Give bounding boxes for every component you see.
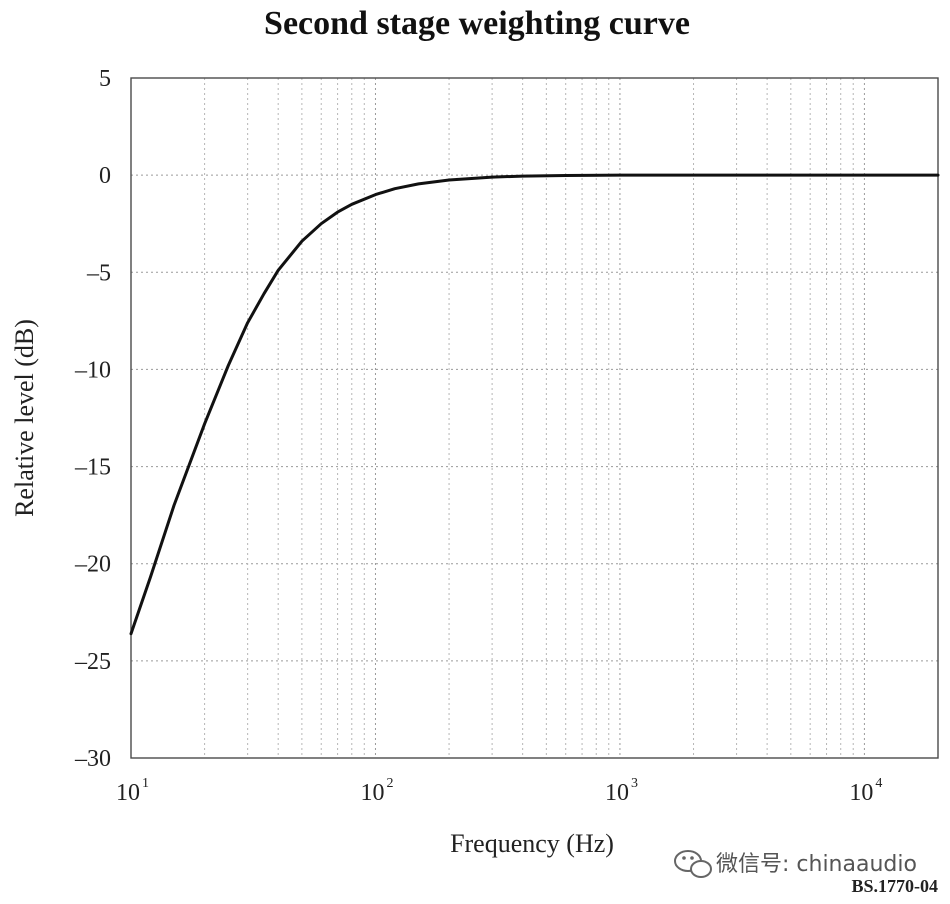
x-tick-base: 10 <box>605 780 629 806</box>
y-tick-label: 0 <box>99 163 111 189</box>
figure-code: BS.1770-04 <box>851 876 938 896</box>
y-tick-label: –20 <box>74 552 111 578</box>
y-tick-label: –15 <box>74 455 111 481</box>
grid <box>131 78 938 758</box>
watermark-text: 微信号: chinaaudio <box>716 852 917 877</box>
x-tick-exponent: 1 <box>142 776 149 791</box>
wechat-icon <box>674 850 712 878</box>
plot-frame <box>130 77 939 759</box>
y-axis-label: Relative level (dB) <box>10 319 39 517</box>
x-tick-base: 10 <box>360 780 384 806</box>
y-tick-labels: 5 0 –5 –10 –15 –20 –25 –30 <box>74 66 111 772</box>
watermark: 微信号: chinaaudio <box>674 850 917 878</box>
weighting-curve-line <box>129 173 940 636</box>
x-tick-labels: 10 1 10 2 10 3 10 4 <box>116 776 882 806</box>
x-tick-label: 10 1 <box>116 776 149 806</box>
y-tick-label: –10 <box>74 357 111 383</box>
x-axis-label: Frequency (Hz) <box>450 829 614 858</box>
y-tick-label: 5 <box>99 66 111 92</box>
x-tick-label: 10 4 <box>849 776 882 806</box>
x-tick-base: 10 <box>116 780 140 806</box>
x-tick-base: 10 <box>849 780 873 806</box>
x-tick-exponent: 2 <box>386 776 393 791</box>
y-tick-label: –5 <box>86 260 111 286</box>
y-tick-label: –25 <box>74 649 111 675</box>
x-tick-label: 10 3 <box>605 776 638 806</box>
series-layer <box>129 173 940 636</box>
y-tick-label: –30 <box>74 746 111 772</box>
chart-title: Second stage weighting curve <box>264 5 690 42</box>
x-tick-exponent: 4 <box>875 776 882 791</box>
x-tick-exponent: 3 <box>631 776 638 791</box>
x-tick-label: 10 2 <box>360 776 393 806</box>
